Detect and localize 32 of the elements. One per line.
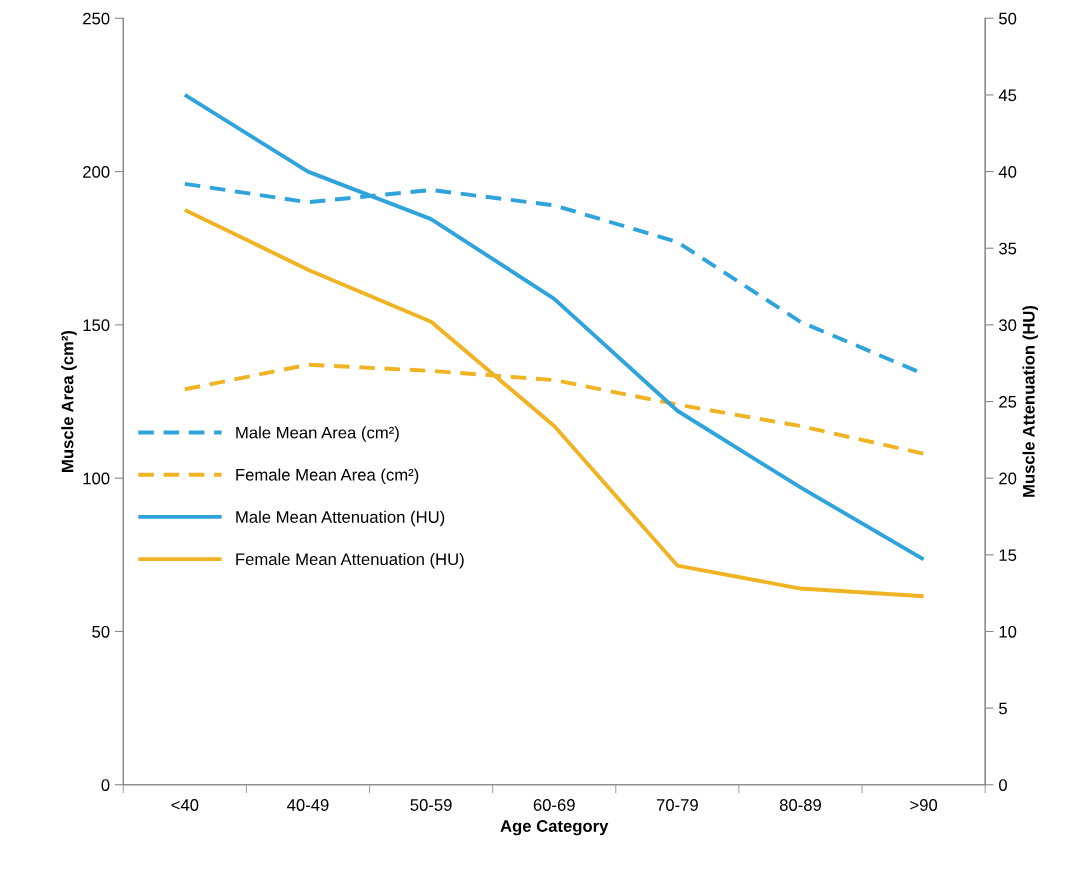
y2-tick-label: 35 [999,242,1017,255]
legend-label: Male Mean Area (cm²) [236,426,399,442]
x-tick-label: <40 [171,799,199,811]
y-axis-title: Muscle Area (cm²) [61,330,77,472]
y2-tick-label: 20 [999,472,1017,485]
y2-tick-label: 0 [999,779,1007,791]
y-tick-label: 250 [83,12,110,25]
x-axis-title: Age Category [500,820,609,836]
y2-tick-label: 45 [998,89,1017,102]
x-tick-label: 80-89 [779,799,822,811]
legend-label: Female Mean Attenuation (HU) [236,552,464,569]
line-series [182,207,926,599]
y2-tick-label: 5 [999,702,1007,715]
y-tick-label: 100 [83,472,110,485]
y2-tick-label: 30 [999,319,1017,332]
x-tick-label: 40-49 [287,799,329,811]
y2-axis-title: Muscle Attenuation (HU) [1022,305,1038,497]
x-tick-label: 50-59 [410,799,452,811]
y-tick-label: 0 [101,779,110,791]
x-tick-label: >90 [910,799,938,811]
y2-tick-label: 15 [999,549,1017,562]
legend-label: Female Mean Area (cm²) [236,468,419,484]
y2-tick-label: 10 [999,625,1017,638]
x-tick-label: 60-69 [533,799,575,811]
y-tick-label: 50 [92,625,110,638]
y2-tick-label: 25 [999,395,1017,408]
y-tick-label: 150 [83,319,110,332]
y2-tick-label: 50 [999,12,1017,25]
legend-label: Male Mean Attenuation (HU) [236,510,445,527]
y2-tick-label: 40 [998,165,1017,178]
x-tick-label: 70-79 [656,799,698,811]
y-tick-label: 200 [83,165,110,178]
